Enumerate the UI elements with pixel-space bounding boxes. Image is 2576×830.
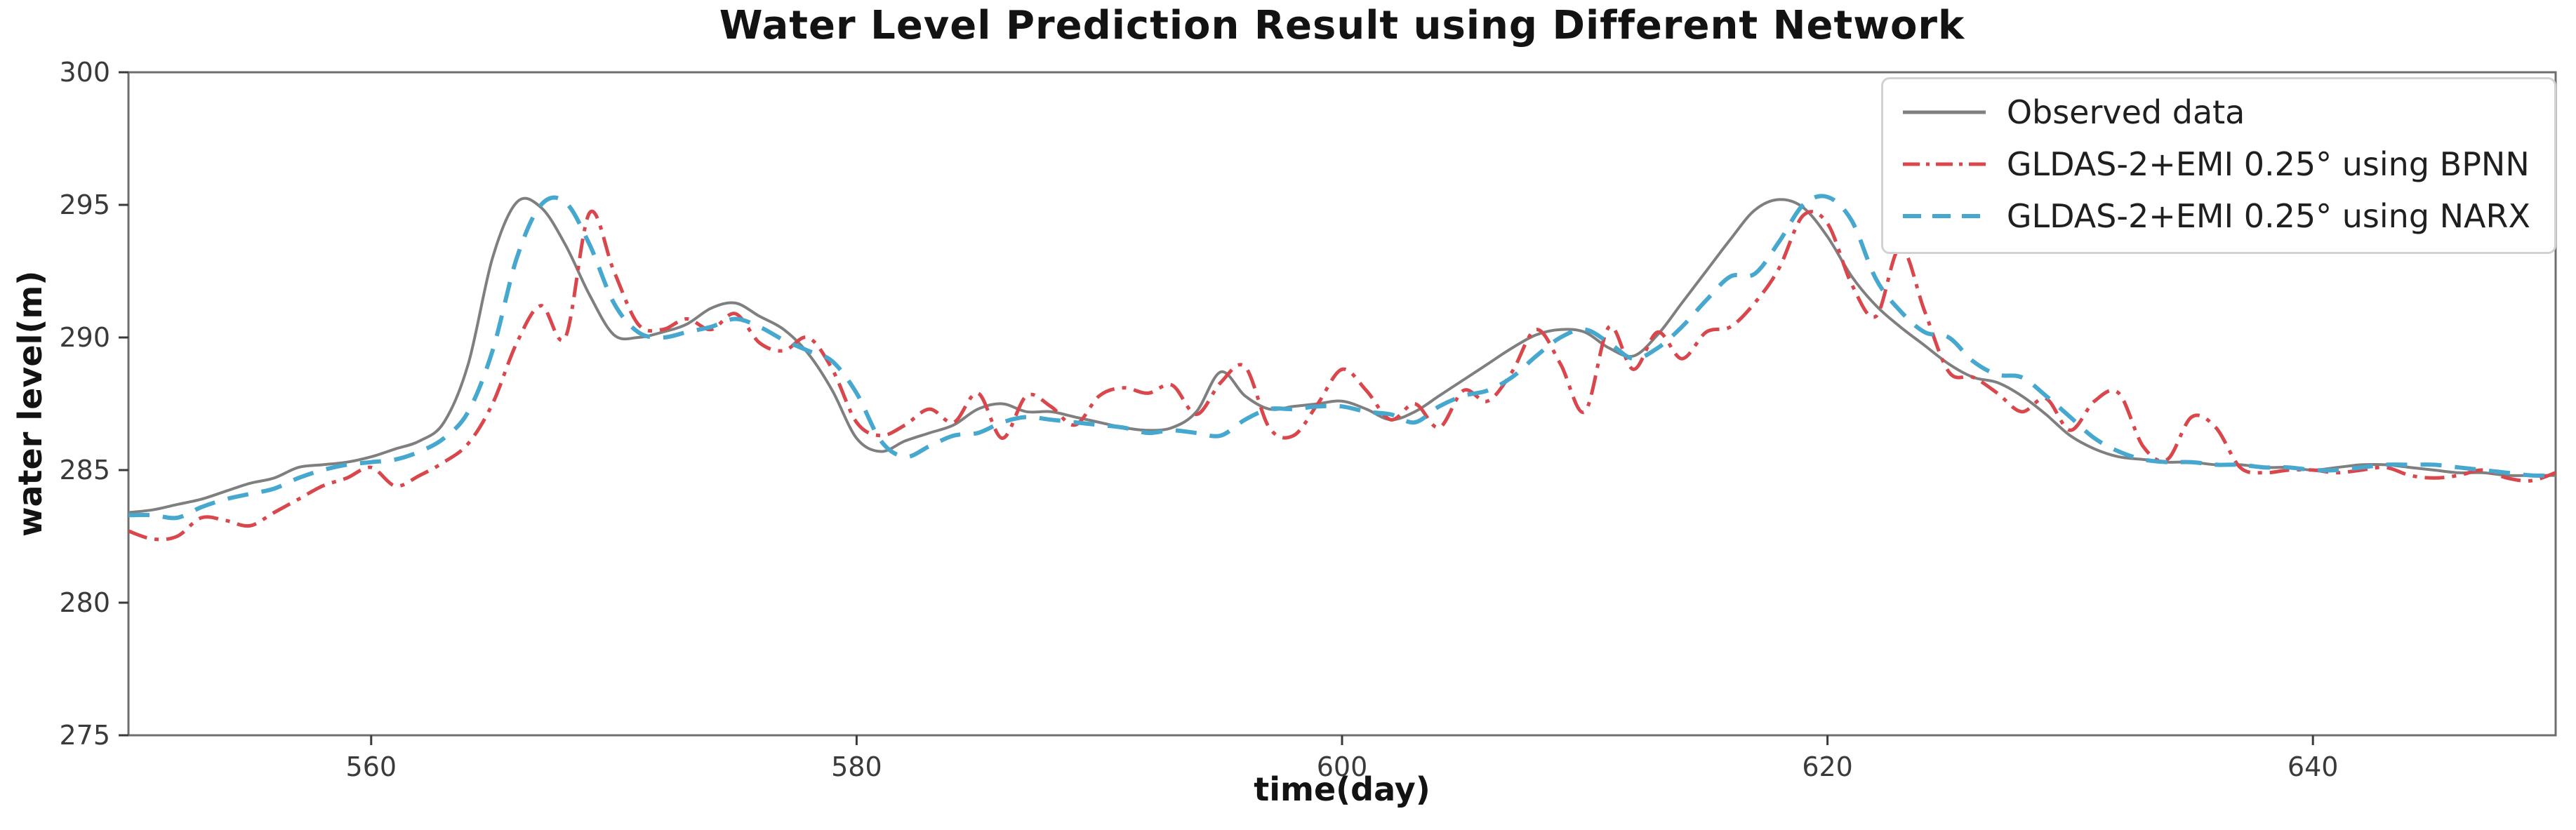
- series-line-1: [128, 209, 2556, 542]
- narx-line-sample-icon: [1902, 214, 1986, 218]
- legend-label: GLDAS-2+EMI 0.25° using BPNN: [2006, 145, 2530, 183]
- x-tick-label: 560: [346, 751, 397, 782]
- x-tick-label: 600: [1317, 751, 1368, 782]
- legend-item: GLDAS-2+EMI 0.25° using NARX: [1901, 193, 2530, 239]
- legend: Observed data GLDAS-2+EMI 0.25° using BP…: [1880, 77, 2556, 254]
- x-tick-label: 620: [1802, 751, 1853, 782]
- x-tick-label: 580: [831, 751, 882, 782]
- legend-item: GLDAS-2+EMI 0.25° using BPNN: [1901, 141, 2530, 187]
- x-tick-label: 640: [2288, 751, 2339, 782]
- bpnn-line-sample-icon: [1902, 162, 1986, 166]
- legend-label: GLDAS-2+EMI 0.25° using NARX: [2006, 197, 2530, 235]
- y-tick-label: 290: [59, 322, 110, 353]
- y-tick-label: 280: [59, 587, 110, 618]
- x-axis-label: time(day): [1254, 770, 1430, 808]
- series-line-0: [128, 196, 2556, 514]
- y-tick-label: 295: [59, 189, 110, 220]
- y-tick-label: 300: [59, 57, 110, 88]
- y-tick-label: 285: [59, 455, 110, 486]
- observed-line-sample-icon: [1902, 110, 1986, 114]
- chart-title: Water Level Prediction Result using Diff…: [719, 3, 1965, 48]
- legend-label: Observed data: [2006, 93, 2245, 131]
- legend-item: Observed data: [1901, 89, 2530, 135]
- y-tick-label: 275: [59, 720, 110, 751]
